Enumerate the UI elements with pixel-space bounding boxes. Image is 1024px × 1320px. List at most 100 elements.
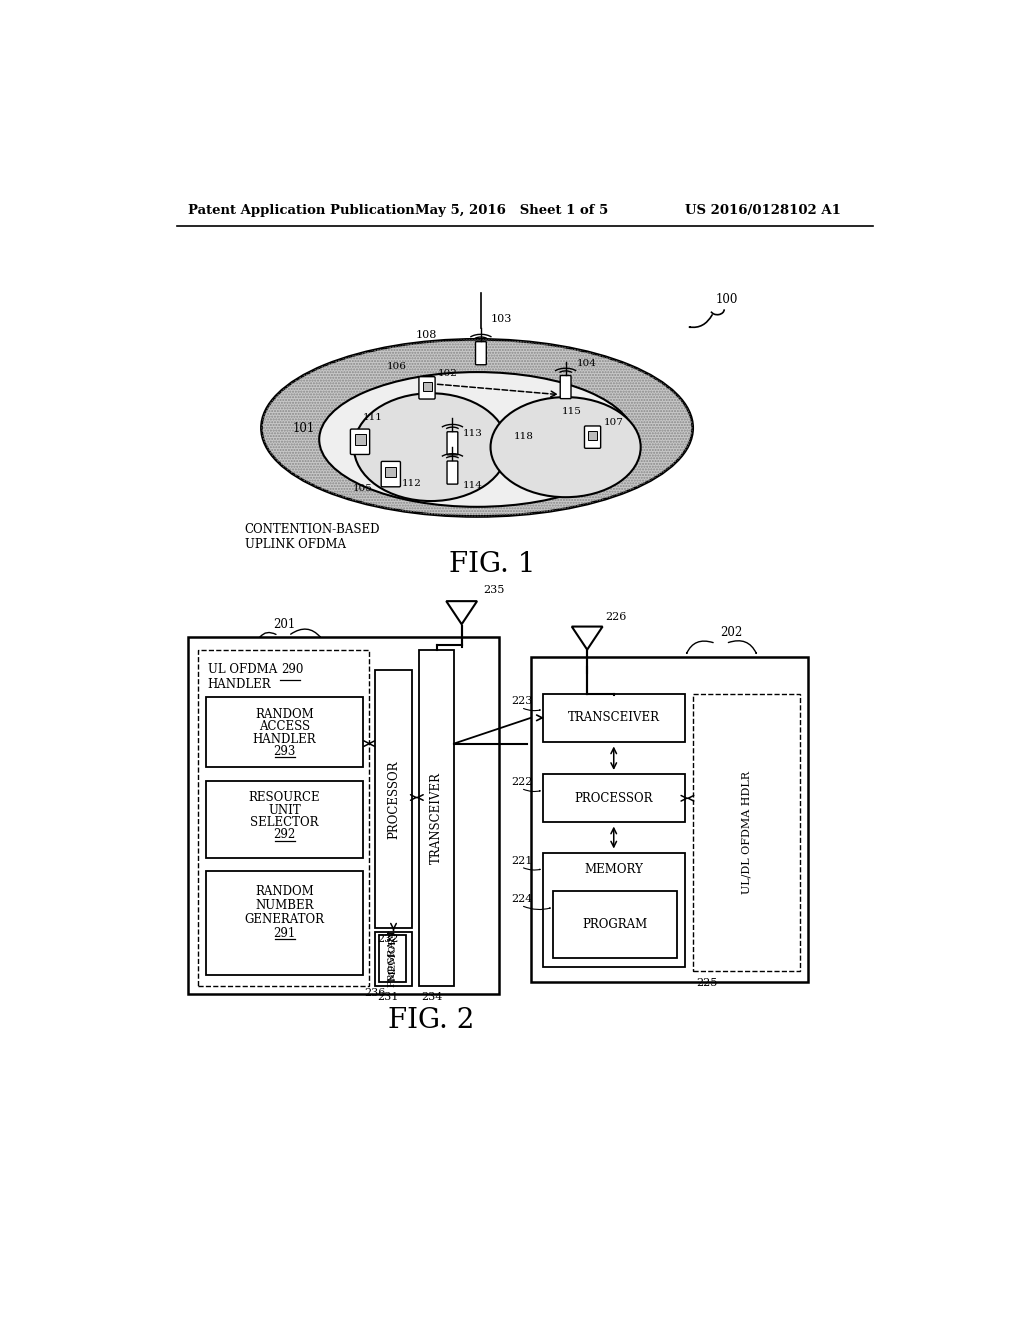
FancyBboxPatch shape	[692, 693, 801, 970]
Text: 226: 226	[605, 612, 627, 623]
Text: GENERATOR: GENERATOR	[245, 913, 325, 927]
Text: 235: 235	[483, 586, 505, 595]
Polygon shape	[571, 627, 602, 649]
Text: HANDLER: HANDLER	[208, 678, 271, 692]
Text: 236: 236	[365, 989, 386, 998]
FancyBboxPatch shape	[588, 430, 597, 440]
Text: FIG. 1: FIG. 1	[450, 552, 536, 578]
FancyBboxPatch shape	[198, 649, 370, 986]
Text: SELECTOR: SELECTOR	[250, 816, 318, 829]
Text: 118: 118	[514, 433, 534, 441]
FancyBboxPatch shape	[350, 429, 370, 454]
Text: UNIT: UNIT	[268, 804, 301, 817]
FancyArrowPatch shape	[260, 632, 276, 638]
Text: UL OFDMA: UL OFDMA	[208, 663, 276, 676]
FancyArrowPatch shape	[689, 315, 712, 327]
FancyBboxPatch shape	[206, 871, 364, 974]
FancyBboxPatch shape	[447, 461, 458, 484]
FancyBboxPatch shape	[376, 671, 412, 928]
Text: 115: 115	[562, 407, 582, 416]
Text: Patent Application Publication: Patent Application Publication	[188, 205, 415, 218]
Text: RANDOM: RANDOM	[255, 708, 314, 721]
Text: 111: 111	[364, 413, 383, 422]
Text: 231: 231	[377, 993, 398, 1002]
FancyBboxPatch shape	[585, 426, 601, 449]
FancyBboxPatch shape	[376, 932, 412, 986]
FancyArrowPatch shape	[687, 642, 713, 653]
Ellipse shape	[261, 339, 692, 516]
Text: 104: 104	[577, 359, 596, 367]
Text: UL/DL OFDMA HDLR: UL/DL OFDMA HDLR	[741, 771, 752, 894]
Text: HANDLER: HANDLER	[253, 733, 316, 746]
Text: 201: 201	[273, 618, 295, 631]
Text: US 2016/0128102 A1: US 2016/0128102 A1	[685, 205, 841, 218]
Text: MEMORY: MEMORY	[389, 929, 398, 981]
Text: MEMORY: MEMORY	[585, 863, 643, 876]
FancyBboxPatch shape	[543, 775, 685, 822]
Text: 112: 112	[401, 479, 422, 487]
FancyArrowPatch shape	[523, 709, 541, 710]
Text: 106: 106	[387, 362, 407, 371]
Text: 222: 222	[512, 777, 534, 787]
FancyArrowPatch shape	[523, 907, 550, 909]
Text: 292: 292	[273, 829, 296, 841]
Text: 100: 100	[716, 293, 738, 306]
Text: 234: 234	[421, 993, 442, 1002]
FancyBboxPatch shape	[419, 376, 435, 399]
Text: 224: 224	[512, 894, 534, 904]
Text: May 5, 2016   Sheet 1 of 5: May 5, 2016 Sheet 1 of 5	[416, 205, 608, 218]
Text: 232: 232	[377, 935, 398, 944]
FancyBboxPatch shape	[553, 891, 677, 958]
Text: ACCESS: ACCESS	[259, 721, 310, 734]
Text: 101: 101	[292, 422, 314, 434]
FancyBboxPatch shape	[447, 432, 458, 455]
Text: 225: 225	[696, 978, 718, 989]
Text: PROCESSOR: PROCESSOR	[574, 792, 653, 805]
Text: 202: 202	[720, 626, 742, 639]
Text: PROGRAM: PROGRAM	[388, 929, 397, 987]
FancyArrowPatch shape	[291, 630, 321, 638]
Text: 223: 223	[512, 697, 534, 706]
FancyBboxPatch shape	[531, 656, 808, 982]
Text: 107: 107	[603, 418, 624, 426]
Text: NUMBER: NUMBER	[255, 899, 313, 912]
Ellipse shape	[490, 397, 641, 498]
FancyBboxPatch shape	[379, 935, 407, 982]
Text: 108: 108	[416, 330, 437, 339]
Text: 103: 103	[490, 314, 512, 325]
FancyBboxPatch shape	[543, 693, 685, 742]
Ellipse shape	[319, 372, 635, 507]
Text: RESOURCE: RESOURCE	[249, 792, 321, 804]
Text: TRANSCEIVER: TRANSCEIVER	[430, 772, 443, 863]
FancyBboxPatch shape	[543, 853, 685, 966]
Text: RANDOM: RANDOM	[255, 886, 314, 899]
FancyBboxPatch shape	[423, 381, 431, 391]
Text: 114: 114	[463, 480, 483, 490]
Text: 291: 291	[273, 927, 296, 940]
Text: TRANSCEIVER: TRANSCEIVER	[567, 711, 659, 725]
Polygon shape	[446, 601, 477, 624]
Text: CONTENTION-BASED
UPLINK OFDMA: CONTENTION-BASED UPLINK OFDMA	[245, 523, 380, 550]
Ellipse shape	[354, 393, 508, 502]
Text: PROGRAM: PROGRAM	[583, 917, 647, 931]
FancyArrowPatch shape	[523, 869, 541, 870]
Text: FIG. 2: FIG. 2	[388, 1007, 474, 1035]
Text: 105: 105	[352, 484, 372, 494]
FancyBboxPatch shape	[475, 342, 486, 364]
FancyBboxPatch shape	[385, 467, 396, 478]
FancyBboxPatch shape	[419, 649, 454, 986]
FancyBboxPatch shape	[206, 780, 364, 858]
FancyBboxPatch shape	[381, 462, 400, 487]
FancyBboxPatch shape	[354, 434, 366, 445]
Text: 293: 293	[273, 744, 296, 758]
Text: PROCESSOR: PROCESSOR	[387, 760, 400, 838]
FancyBboxPatch shape	[188, 638, 499, 994]
Text: 113: 113	[463, 429, 483, 438]
FancyArrowPatch shape	[523, 789, 541, 792]
Text: 221: 221	[512, 855, 534, 866]
FancyArrowPatch shape	[728, 640, 757, 653]
FancyBboxPatch shape	[206, 697, 364, 767]
Text: 290: 290	[281, 663, 303, 676]
Text: 102: 102	[438, 368, 458, 378]
FancyBboxPatch shape	[560, 376, 571, 399]
